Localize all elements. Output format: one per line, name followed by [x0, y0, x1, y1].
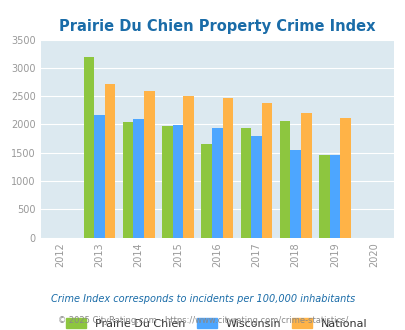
Bar: [300, 113, 311, 238]
Text: © 2025 CityRating.com - https://www.cityrating.com/crime-statistics/: © 2025 CityRating.com - https://www.city…: [58, 316, 347, 325]
Legend: Prairie Du Chien, Wisconsin, National: Prairie Du Chien, Wisconsin, National: [66, 318, 367, 329]
Bar: [339, 118, 350, 238]
Bar: [201, 144, 211, 238]
Bar: [83, 56, 94, 238]
Bar: [144, 90, 154, 238]
Bar: [133, 119, 144, 238]
Title: Prairie Du Chien Property Crime Index: Prairie Du Chien Property Crime Index: [59, 19, 375, 34]
Bar: [162, 126, 172, 238]
Bar: [251, 136, 261, 238]
Bar: [172, 125, 183, 238]
Bar: [183, 96, 193, 238]
Bar: [123, 122, 133, 238]
Bar: [329, 155, 339, 238]
Bar: [261, 103, 272, 238]
Bar: [211, 128, 222, 238]
Text: Crime Index corresponds to incidents per 100,000 inhabitants: Crime Index corresponds to incidents per…: [51, 294, 354, 304]
Bar: [240, 128, 251, 238]
Bar: [318, 155, 329, 238]
Bar: [104, 84, 115, 238]
Bar: [222, 98, 232, 238]
Bar: [290, 150, 300, 238]
Bar: [279, 121, 290, 238]
Bar: [94, 115, 104, 238]
